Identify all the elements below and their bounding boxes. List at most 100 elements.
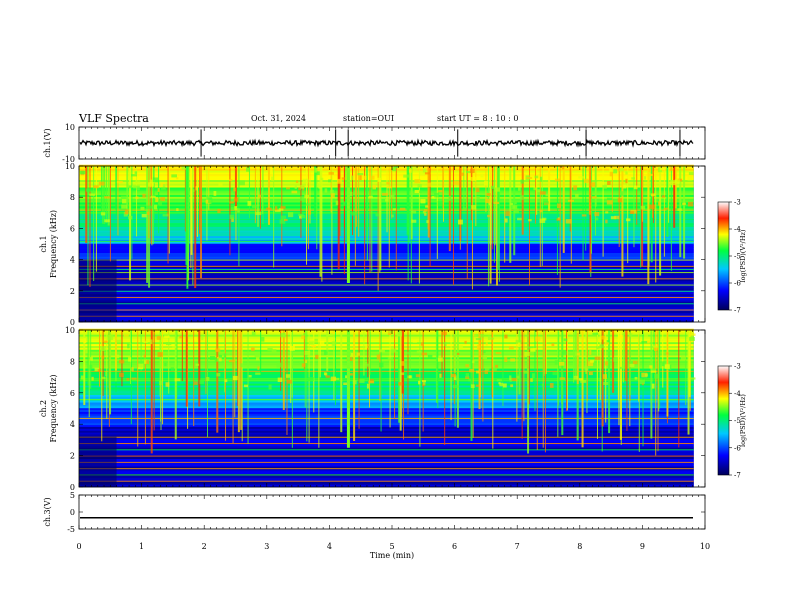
emission-patch — [581, 214, 587, 217]
burst — [448, 166, 451, 252]
emission-patch — [653, 170, 660, 174]
emission-patch — [664, 364, 670, 369]
emission-patch — [689, 337, 695, 341]
burst — [534, 330, 536, 411]
emission-patch — [578, 176, 584, 179]
freq-band — [79, 422, 694, 426]
burst — [491, 330, 493, 398]
burst — [307, 166, 309, 250]
emission-patch — [159, 380, 162, 386]
emission-patch — [641, 372, 648, 378]
freq-band — [79, 389, 694, 392]
emission-patch — [356, 352, 360, 356]
freq-band — [79, 453, 694, 456]
x-tick-label: 7 — [515, 542, 520, 551]
emission-patch — [659, 167, 666, 171]
emission-patch — [274, 206, 278, 211]
freq-band — [79, 318, 694, 321]
emission-patch — [135, 180, 141, 183]
emission-patch — [351, 175, 354, 181]
emission-patch — [280, 206, 286, 209]
burst — [241, 330, 243, 442]
burst — [358, 330, 360, 429]
emission-patch — [439, 373, 442, 378]
burst — [150, 166, 152, 245]
burst — [181, 330, 183, 381]
emission-patch — [551, 343, 555, 347]
emission-patch — [539, 209, 543, 213]
burst — [379, 166, 381, 273]
emission-patch — [298, 361, 305, 364]
emission-patch — [476, 187, 480, 193]
burst — [151, 166, 153, 246]
emission-patch — [625, 178, 628, 184]
burst — [87, 166, 89, 286]
emission-patch — [123, 334, 129, 337]
burst — [129, 330, 131, 385]
emission-patch — [157, 200, 162, 206]
emission-patch — [674, 179, 680, 184]
freq-band — [79, 314, 694, 317]
emission-patch — [85, 349, 88, 354]
emission-patch — [650, 370, 657, 373]
freq-band — [79, 303, 694, 306]
emission-patch — [140, 206, 145, 210]
emission-patch — [330, 376, 337, 382]
line-emission — [79, 309, 694, 311]
burst — [225, 330, 227, 441]
emission-patch — [308, 210, 311, 215]
emission-patch — [146, 205, 153, 209]
x-tick-label: 1 — [139, 542, 144, 551]
freq-band — [79, 332, 694, 335]
burst — [478, 330, 481, 410]
burst — [152, 166, 154, 245]
freq-band — [79, 230, 694, 233]
emission-patch — [539, 176, 543, 182]
emission-patch — [469, 368, 475, 373]
emission-patch — [386, 182, 390, 185]
emission-patch — [470, 177, 477, 181]
emission-patch — [426, 220, 429, 224]
burst — [318, 330, 320, 448]
emission-patch — [456, 352, 460, 356]
line-emission — [79, 278, 694, 280]
burst — [354, 166, 356, 266]
colorbar-tick-label: -7 — [734, 472, 741, 480]
burst — [115, 166, 117, 210]
burst — [543, 330, 545, 376]
freq-band — [79, 366, 694, 369]
burst — [232, 330, 234, 443]
burst — [313, 330, 315, 413]
emission-patch — [133, 185, 137, 189]
burst — [334, 330, 336, 405]
emission-patch — [487, 335, 491, 340]
emission-patch — [216, 357, 222, 362]
emission-patch — [237, 208, 240, 213]
burst — [216, 330, 219, 433]
emission-patch — [648, 173, 653, 177]
burst — [224, 330, 226, 393]
burst — [683, 166, 686, 259]
burst — [148, 166, 150, 239]
colorbar-tick-label: -7 — [734, 307, 741, 315]
emission-patch — [300, 214, 306, 219]
burst — [194, 166, 197, 289]
x-tick-label: 5 — [389, 542, 394, 551]
freq-band — [79, 237, 694, 240]
emission-patch — [118, 372, 124, 378]
freq-band — [79, 375, 694, 379]
burst — [262, 166, 264, 225]
emission-patch — [408, 169, 412, 173]
burst — [88, 330, 90, 418]
burst — [562, 166, 565, 253]
emission-patch — [600, 335, 606, 340]
burst — [559, 166, 561, 288]
colorbar-tick-label: -5 — [734, 417, 741, 425]
burst — [340, 330, 343, 433]
emission-patch — [351, 211, 357, 216]
burst — [638, 330, 640, 402]
y-tick-label: 0 — [70, 483, 75, 492]
emission-patch — [331, 331, 335, 335]
burst — [444, 330, 446, 445]
emission-patch — [431, 195, 436, 199]
